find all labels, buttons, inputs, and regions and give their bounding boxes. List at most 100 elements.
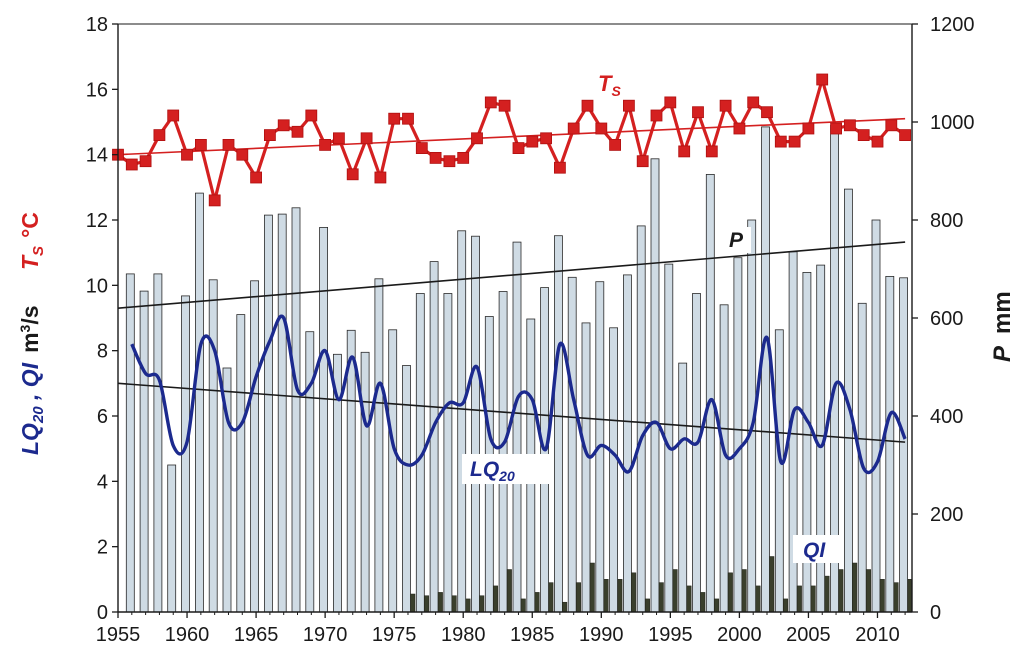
- axes: [112, 23, 918, 618]
- qi-bar: [617, 579, 623, 613]
- qi-bar: [437, 592, 443, 613]
- qi-bar: [824, 575, 830, 613]
- qi-bar: [465, 598, 471, 613]
- precipitation-bar: [139, 290, 149, 613]
- ts-marker: [609, 138, 621, 151]
- qi-bar: [796, 585, 802, 613]
- ts-marker: [360, 132, 373, 145]
- precipitation-bar: [402, 365, 411, 613]
- ts-marker: [540, 132, 552, 145]
- precipitation-bar: [291, 207, 301, 613]
- precipitation-bar: [153, 273, 163, 613]
- svg-text:P: P: [729, 229, 744, 252]
- lq20-series: [130, 314, 907, 475]
- ts-marker: [885, 119, 898, 132]
- right-tick-label: 1000: [930, 112, 975, 134]
- qi-bar: [741, 569, 747, 613]
- qi-bar: [644, 598, 650, 613]
- ts-marker: [415, 142, 428, 155]
- ts-marker: [567, 122, 580, 135]
- ts-marker: [554, 161, 566, 174]
- ts-marker: [802, 122, 815, 135]
- ts-marker: [457, 151, 470, 164]
- precipitation-bar: [567, 276, 577, 613]
- x-tick-label: 1980: [441, 624, 486, 646]
- x-tick-label: 1970: [303, 624, 348, 646]
- right-tick-label: 0: [930, 602, 941, 624]
- precipitation-bar: [692, 293, 701, 613]
- ts-marker: [346, 168, 359, 181]
- ts-marker: [208, 194, 221, 207]
- lq20-label: LQ20: [462, 454, 554, 484]
- precipitation-bar: [885, 275, 895, 613]
- ts-series: [112, 73, 911, 207]
- left-tick-label: 0: [97, 602, 108, 624]
- ts-marker: [595, 122, 608, 135]
- ts-marker: [692, 106, 704, 119]
- ts-marker: [250, 171, 263, 184]
- ts-marker: [139, 155, 152, 168]
- precipitation-bar: [236, 314, 246, 613]
- ts-marker: [498, 99, 511, 112]
- ts-line: [117, 77, 907, 202]
- precipitation-bar: [305, 331, 315, 613]
- qi-bar: [479, 595, 485, 613]
- ts-marker: [774, 135, 787, 148]
- qi-bar: [686, 585, 692, 613]
- qi-bar: [506, 569, 512, 613]
- ts-marker: [263, 129, 276, 142]
- ts-marker: [816, 73, 829, 86]
- ts-marker: [332, 132, 345, 145]
- svg-text:TS: TS: [598, 71, 621, 99]
- precipitation-bar: [678, 362, 688, 613]
- ts-marker: [623, 99, 635, 112]
- ts-marker: [857, 129, 870, 142]
- left-tick-label: 8: [97, 341, 108, 363]
- ts-marker: [581, 99, 594, 112]
- ts-marker: [471, 132, 483, 145]
- qi-bar: [865, 569, 871, 613]
- ts-marker: [222, 138, 235, 151]
- precipitation-bar: [360, 351, 370, 613]
- right-tick-label: 400: [930, 406, 963, 428]
- precipitation-bar: [554, 235, 563, 613]
- x-tick-label: 2010: [855, 624, 900, 646]
- ts-marker: [788, 135, 801, 148]
- precipitation-bar: [250, 280, 260, 613]
- precipitation-bars: [125, 125, 908, 613]
- precipitation-bar: [705, 173, 715, 613]
- precipitation-bar: [636, 225, 646, 613]
- right-tick-label: 600: [930, 308, 963, 330]
- precipitation-bar: [125, 273, 135, 613]
- qi-bar: [755, 585, 761, 613]
- qi-bars: [410, 556, 913, 613]
- precipitation-bar: [761, 126, 770, 613]
- ts-marker: [747, 96, 760, 109]
- x-tick-label: 1985: [510, 624, 555, 646]
- left-tick-label: 6: [97, 406, 108, 428]
- qi-bar: [534, 592, 540, 613]
- lq20-line: [130, 314, 907, 475]
- qi-bar: [424, 595, 430, 613]
- ts-marker: [125, 158, 138, 171]
- precipitation-bar: [498, 291, 508, 613]
- qi-bar: [451, 595, 457, 613]
- qi-bar: [589, 562, 595, 613]
- x-tick-label: 2000: [717, 624, 762, 646]
- precipitation-bar: [581, 322, 591, 613]
- tick-labels: 0 2 4 6 8 10 12 14 16 18 0 200 400 600 800 1000 1200 1955…: [86, 14, 975, 646]
- precipitation-bar: [871, 219, 881, 613]
- qi-bar: [893, 582, 899, 613]
- qi-bar: [548, 582, 554, 613]
- precipitation-bar: [263, 214, 273, 613]
- precipitation-bar: [319, 226, 329, 613]
- left-tick-label: 16: [86, 79, 108, 101]
- svg-text:LQ20: LQ20: [470, 458, 515, 484]
- ts-marker: [291, 125, 304, 138]
- qi-bar: [810, 585, 816, 613]
- left-tick-label: 12: [86, 210, 108, 232]
- ts-marker: [526, 135, 539, 148]
- qi-bar: [714, 598, 720, 613]
- qi-bar: [727, 572, 733, 613]
